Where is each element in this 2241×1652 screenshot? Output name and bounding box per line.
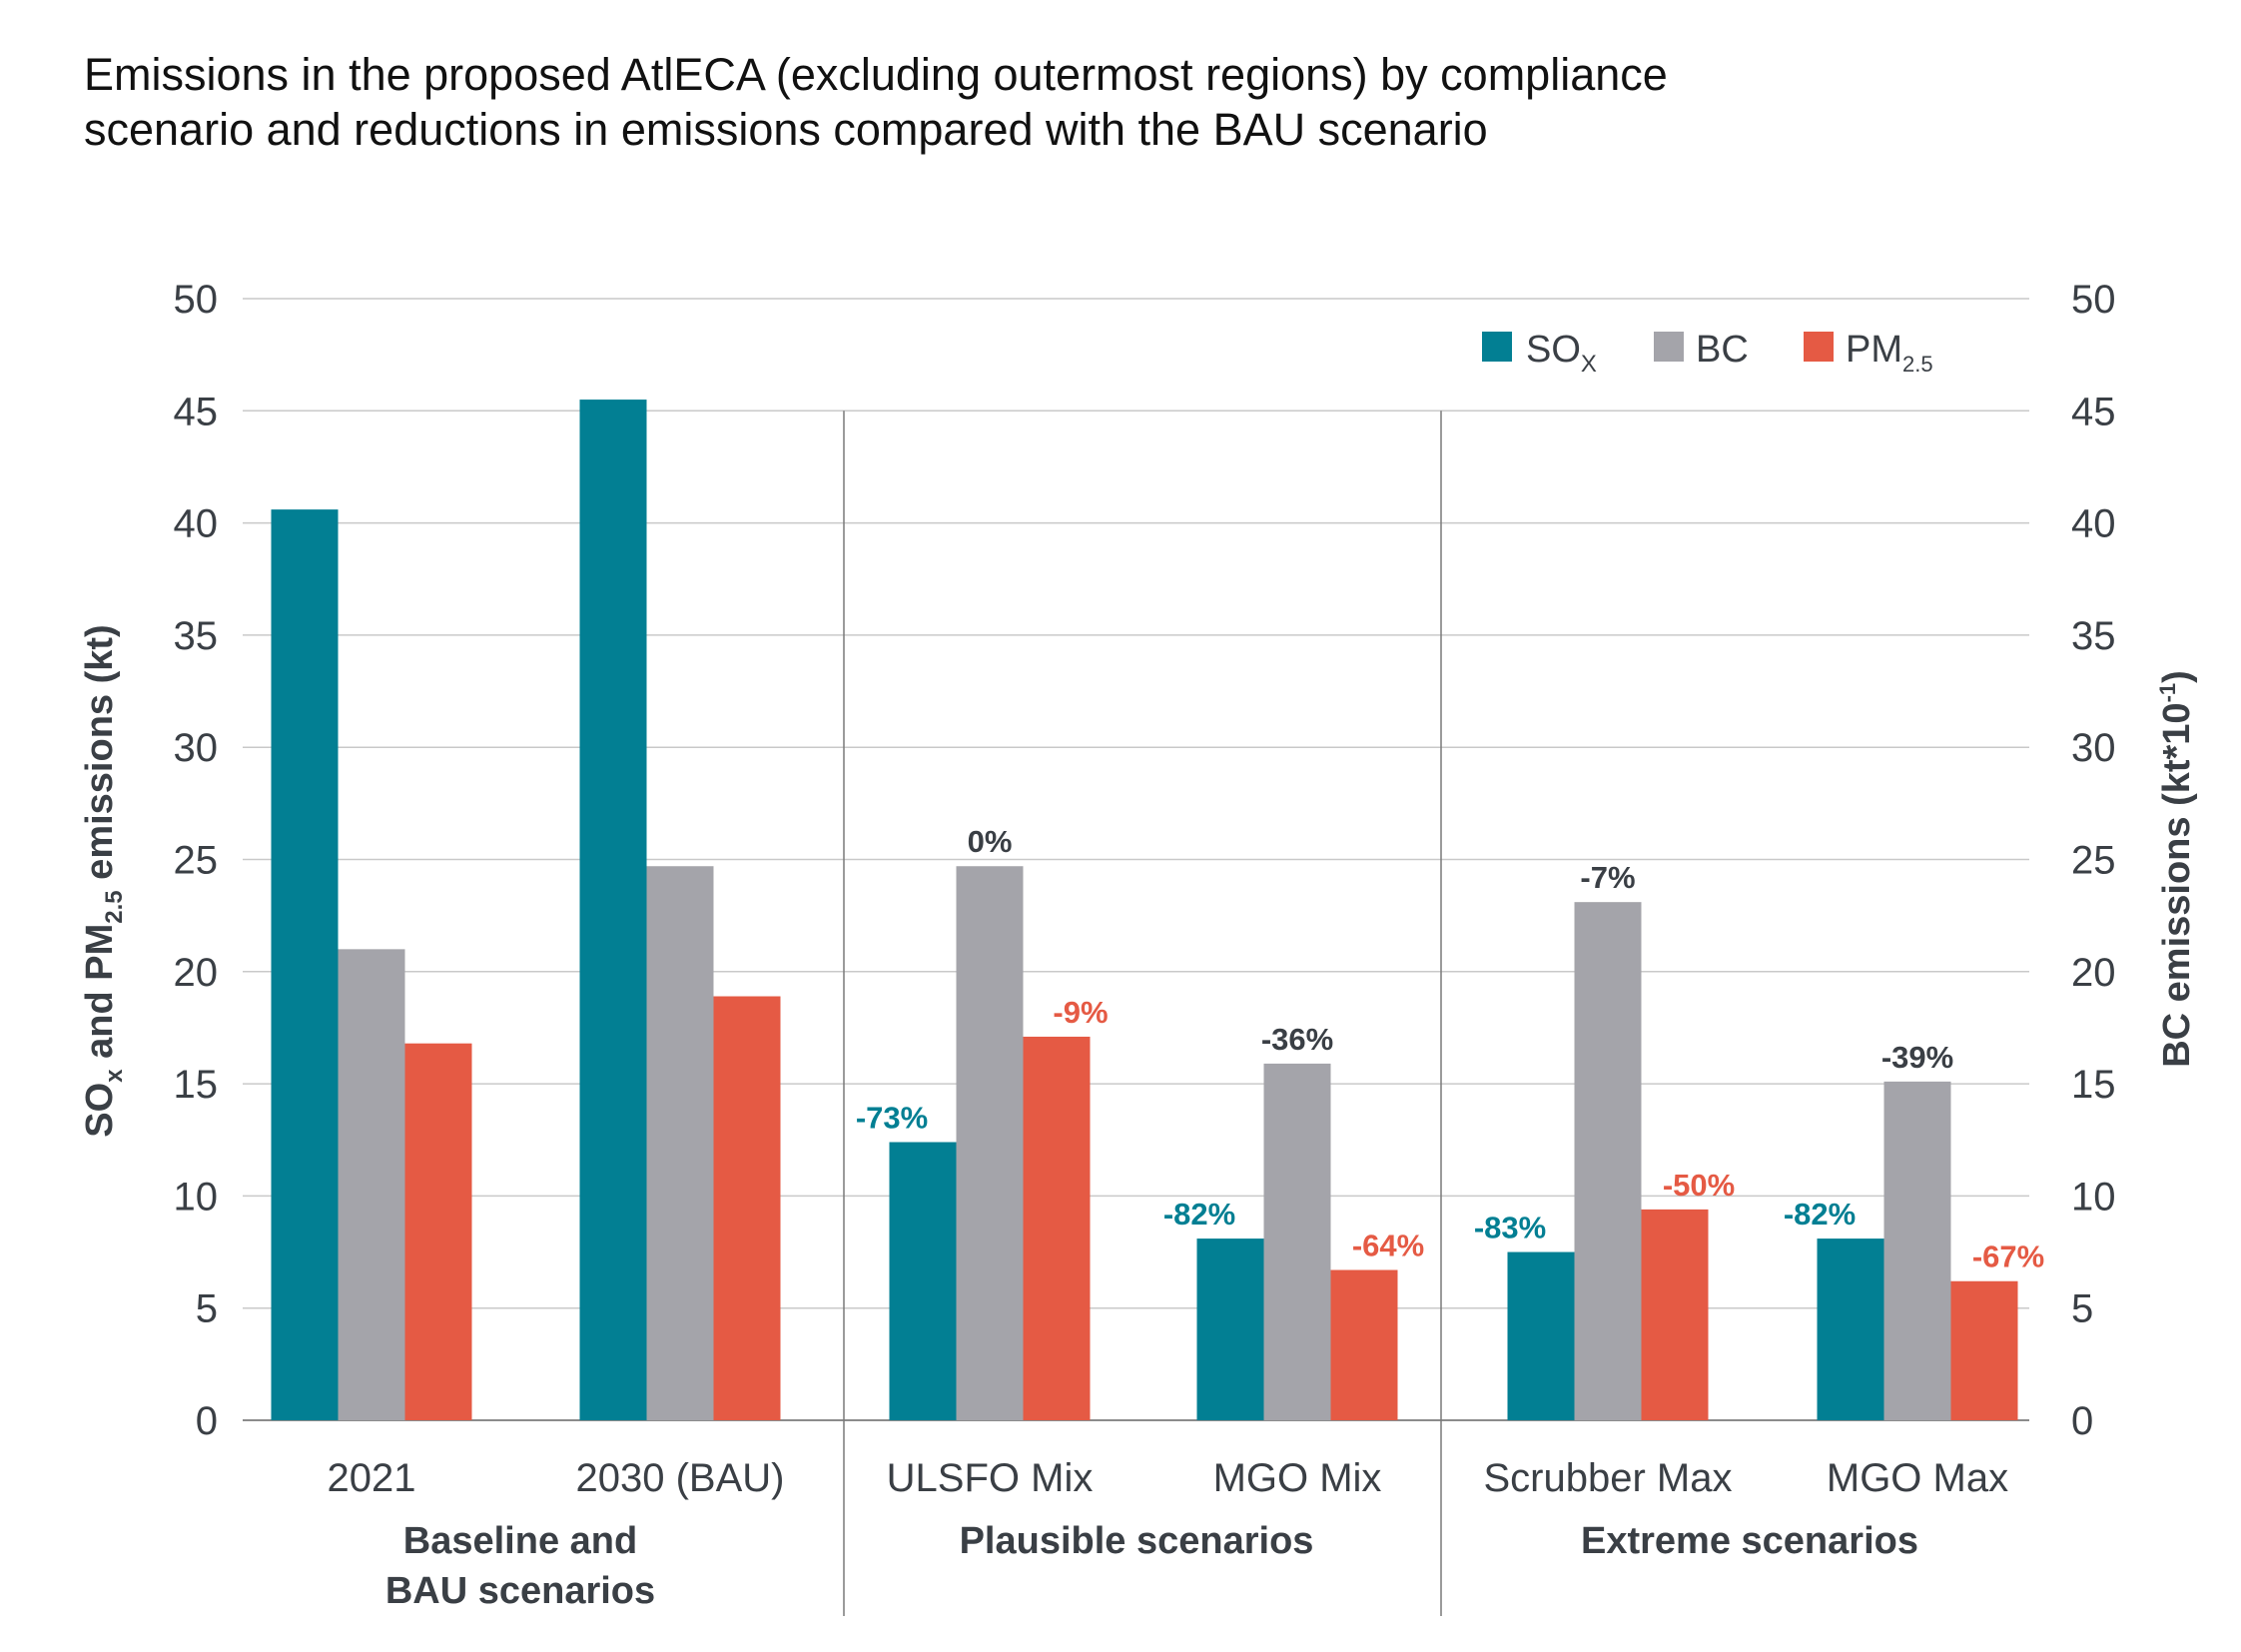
bar-label-sox: -82% [1784,1197,1856,1232]
bar-bc [1883,1081,1951,1420]
legend-swatch-bc [1654,332,1684,362]
chart-title: Emissions in the proposed AtlECA (exclud… [84,48,2181,158]
bar-bc [338,949,405,1420]
group-labels: Baseline and BAU scenarios Plausible scena… [385,1520,1918,1612]
bar-sox [1196,1239,1264,1420]
right-tick-label: 15 [2071,1063,2116,1107]
chart-title-line-2: scenario and reductions in emissions com… [84,103,1488,155]
left-tick-label: 35 [174,614,219,658]
bars [271,400,2018,1420]
left-axis-ticks: 0 5 10 15 20 25 30 35 40 45 50 [174,278,219,1443]
right-tick-label: 5 [2071,1287,2093,1331]
bar-sox [271,509,339,1420]
legend-swatch-pm [1804,332,1834,362]
left-tick-label: 30 [174,726,219,770]
category-label: 2030 (BAU) [576,1456,785,1500]
bar-bc [1263,1063,1331,1420]
bar-pm [404,1043,472,1420]
bar-sox [1817,1239,1884,1420]
legend-label-sox: SOX [1526,329,1597,378]
left-tick-label: 40 [174,502,219,546]
bar-bc [1574,902,1642,1420]
left-tick-label: 25 [174,839,219,883]
right-tick-label: 30 [2071,726,2116,770]
group-label: Plausible scenarios [960,1520,1314,1562]
right-tick-label: 10 [2071,1175,2116,1219]
group-label: BAU scenarios [385,1570,655,1612]
gridlines [243,298,2029,1421]
right-axis-ticks: 0 5 10 15 20 25 30 35 40 45 50 [2071,278,2116,1443]
category-label: 2021 [328,1456,416,1500]
bar-label-sox: -73% [856,1100,928,1135]
category-label: MGO Max [1827,1456,2008,1500]
left-tick-label: 20 [174,951,219,995]
right-tick-label: 25 [2071,839,2116,883]
left-axis-title: SOx and PM2.5 emissions (kt) [79,624,128,1137]
left-tick-label: 0 [196,1399,218,1443]
right-tick-label: 0 [2071,1399,2093,1443]
bar-label-pm: -67% [1972,1239,2044,1274]
bar-label-bc: 0% [968,824,1013,859]
bar-label-bc: -39% [1881,1040,1953,1075]
bar-pm [1950,1280,2018,1420]
legend-swatch-sox [1482,332,1512,362]
legend-label-pm: PM2.5 [1846,329,1933,377]
group-label: Baseline and [403,1520,637,1562]
left-tick-label: 10 [174,1175,219,1219]
bar-labels: -73% -82% -83% -82% 0% -36% -7% -39% -9% -64% -50%… [856,824,2044,1274]
chart-title-line-1: Emissions in the proposed AtlECA (exclud… [84,49,1668,100]
bar-pm [1330,1269,1398,1420]
right-tick-label: 35 [2071,614,2116,658]
bar-pm [1641,1209,1709,1420]
bar-label-pm: -50% [1663,1168,1735,1203]
left-tick-label: 45 [174,390,219,433]
left-tick-label: 15 [174,1063,219,1107]
category-label: Scrubber Max [1484,1456,1733,1500]
right-tick-label: 40 [2071,502,2116,546]
bar-sox [1507,1251,1575,1420]
bar-pm [1023,1036,1091,1420]
bar-label-sox: -83% [1474,1211,1546,1245]
bar-label-pm: -9% [1053,995,1108,1030]
right-tick-label: 45 [2071,390,2116,433]
bar-label-bc: -36% [1261,1022,1333,1057]
category-label: MGO Mix [1213,1456,1382,1500]
bar-sox [579,400,647,1420]
right-axis-title: BC emissions (kt*10-1) [2155,670,2198,1068]
bar-pm [713,996,781,1420]
bar-bc [956,866,1024,1420]
category-label: ULSFO Mix [887,1456,1094,1500]
bar-label-sox: -82% [1163,1197,1235,1232]
legend: SOX BC PM2.5 [1482,329,1933,378]
bar-label-bc: -7% [1580,860,1635,895]
category-labels: 2021 2030 (BAU) ULSFO Mix MGO Mix Scrubber M… [328,1456,2009,1500]
group-label: Extreme scenarios [1581,1520,1918,1562]
bar-bc [646,866,714,1420]
bar-label-pm: -64% [1352,1229,1424,1263]
right-tick-label: 20 [2071,951,2116,995]
left-tick-label: 50 [174,278,219,322]
group-dividers [843,411,1442,1616]
left-tick-label: 5 [196,1287,218,1331]
right-tick-label: 50 [2071,278,2116,322]
legend-label-bc: BC [1696,329,1749,371]
bar-sox [889,1142,957,1420]
